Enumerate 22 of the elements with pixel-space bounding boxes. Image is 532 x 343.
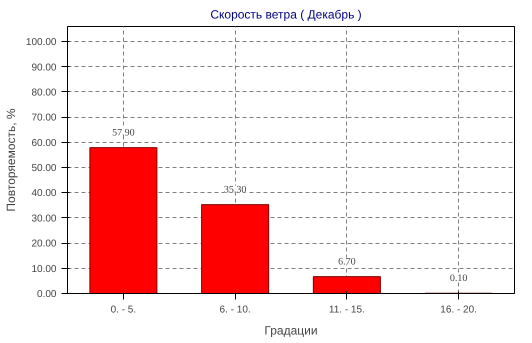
data-label: 57.90 — [112, 128, 135, 139]
y-tick-label: 50.00 — [31, 163, 57, 174]
x-tick-label: 0. - 5. — [110, 304, 136, 316]
data-label: 0.10 — [450, 273, 468, 284]
x-tick-label: 6. - 10. — [220, 304, 251, 316]
y-tick-label: 0.00 — [37, 289, 57, 300]
y-tick-label: 100.00 — [26, 37, 57, 48]
x-tick-label: 11. - 15. — [328, 304, 365, 316]
y-axis-title: Повторяемость, % — [4, 108, 18, 212]
y-tick-label: 20.00 — [31, 238, 57, 250]
y-tick-label: 10.00 — [31, 264, 57, 275]
y-tick-label: 70.00 — [31, 112, 57, 124]
y-tick-label: 30.00 — [31, 213, 57, 224]
x-tick-label: 16. - 20. — [440, 304, 477, 316]
y-tick-label: 60.00 — [31, 138, 57, 149]
x-axis-title: Градации — [264, 324, 318, 338]
data-label: 6.70 — [338, 256, 356, 268]
data-label: 35.30 — [224, 184, 246, 196]
chart-title: Скорость ветра ( Декабрь ) — [210, 8, 362, 22]
y-tick-label: 90.00 — [31, 62, 57, 74]
y-tick-label: 40.00 — [31, 188, 57, 200]
y-tick-label: 80.00 — [31, 87, 57, 98]
